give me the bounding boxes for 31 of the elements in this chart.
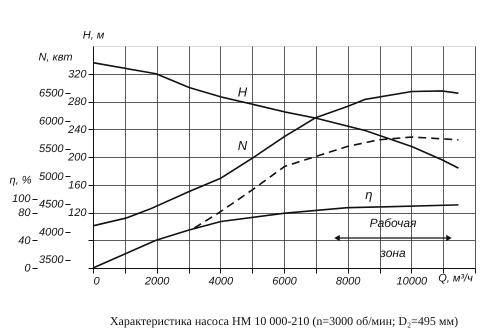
y2-tick-label: 5000 [39,170,64,183]
series-label: η [365,186,372,202]
x-tick-label: 0 [94,276,100,288]
y3-tick-label: 40 [18,234,32,247]
text: Характеристика насоса НМ 10 000-210 (n=3000 об/мин; D₂=495 мм) [110,314,458,328]
y3-tick-label: 100 [12,193,32,206]
y2-tick-label: 4500 [39,198,64,211]
y2-tick-label: 6000 [39,115,64,128]
y2-tick-label: 4000 [39,226,64,238]
y-tick-label: 280 [67,96,88,108]
y2-tick-label: 6500 [39,88,64,100]
y-tick-label: 240 [67,124,88,136]
y3-axis-title: η, % [10,174,32,186]
y2-axis-title: N, квт [38,52,73,64]
x-tick-label: 2000 [144,276,170,288]
x-tick-label: 4000 [208,276,234,288]
x-tick-label: 10000 [396,276,428,288]
x-tick-label: 8000 [336,276,362,288]
y3-tick-label: 80 [18,207,32,219]
y-tick-label: 120 [68,207,88,219]
y-tick-label: 320 [68,68,88,80]
series-label: N [238,138,248,154]
y-axis-title: H, м [82,30,105,42]
y2-tick-label: 3500 [39,254,64,266]
x-axis-title: Q, м³/ч [438,272,474,284]
y-tick-label: 200 [67,152,88,164]
series-label: H [238,84,248,100]
y-tick-label: 160 [68,179,88,192]
x-tick-label: 6000 [272,276,298,288]
y3-tick-label: 0 [24,262,32,274]
y2-tick-label: 5500 [39,143,64,156]
